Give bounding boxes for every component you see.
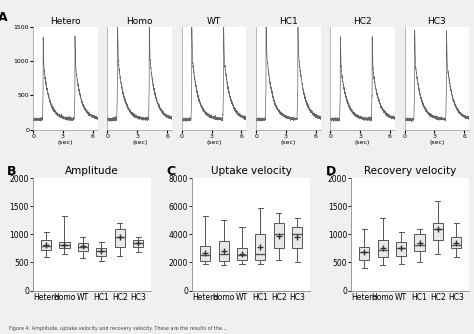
PathPatch shape xyxy=(96,248,106,256)
PathPatch shape xyxy=(292,227,302,248)
Text: A: A xyxy=(0,11,7,24)
Text: Figure 4: Amplitude, uptake velocity and recovery velocity. These are the result: Figure 4: Amplitude, uptake velocity and… xyxy=(9,326,227,331)
Title: Amplitude: Amplitude xyxy=(65,166,119,176)
PathPatch shape xyxy=(59,242,70,248)
PathPatch shape xyxy=(378,240,388,257)
X-axis label: (sec): (sec) xyxy=(281,140,296,145)
X-axis label: (sec): (sec) xyxy=(355,140,370,145)
PathPatch shape xyxy=(359,247,369,260)
PathPatch shape xyxy=(115,229,125,247)
Title: Uptake velocity: Uptake velocity xyxy=(211,166,292,176)
Title: HC1: HC1 xyxy=(279,17,298,26)
Text: C: C xyxy=(166,165,175,178)
PathPatch shape xyxy=(237,248,247,260)
PathPatch shape xyxy=(274,223,284,248)
PathPatch shape xyxy=(78,243,88,251)
Title: Hetero: Hetero xyxy=(50,17,81,26)
PathPatch shape xyxy=(433,223,443,240)
PathPatch shape xyxy=(219,241,228,261)
X-axis label: (sec): (sec) xyxy=(132,140,147,145)
PathPatch shape xyxy=(414,234,425,251)
Text: D: D xyxy=(326,165,336,178)
Title: Homo: Homo xyxy=(127,17,153,26)
X-axis label: (sec): (sec) xyxy=(58,140,73,145)
X-axis label: (sec): (sec) xyxy=(206,140,222,145)
PathPatch shape xyxy=(200,245,210,261)
PathPatch shape xyxy=(41,240,51,250)
PathPatch shape xyxy=(133,240,143,247)
PathPatch shape xyxy=(451,237,461,248)
Title: HC3: HC3 xyxy=(428,17,447,26)
Title: HC2: HC2 xyxy=(353,17,372,26)
PathPatch shape xyxy=(396,242,406,256)
PathPatch shape xyxy=(255,234,265,260)
X-axis label: (sec): (sec) xyxy=(429,140,445,145)
Title: Recovery velocity: Recovery velocity xyxy=(364,166,456,176)
Text: B: B xyxy=(7,165,17,178)
Title: WT: WT xyxy=(207,17,221,26)
